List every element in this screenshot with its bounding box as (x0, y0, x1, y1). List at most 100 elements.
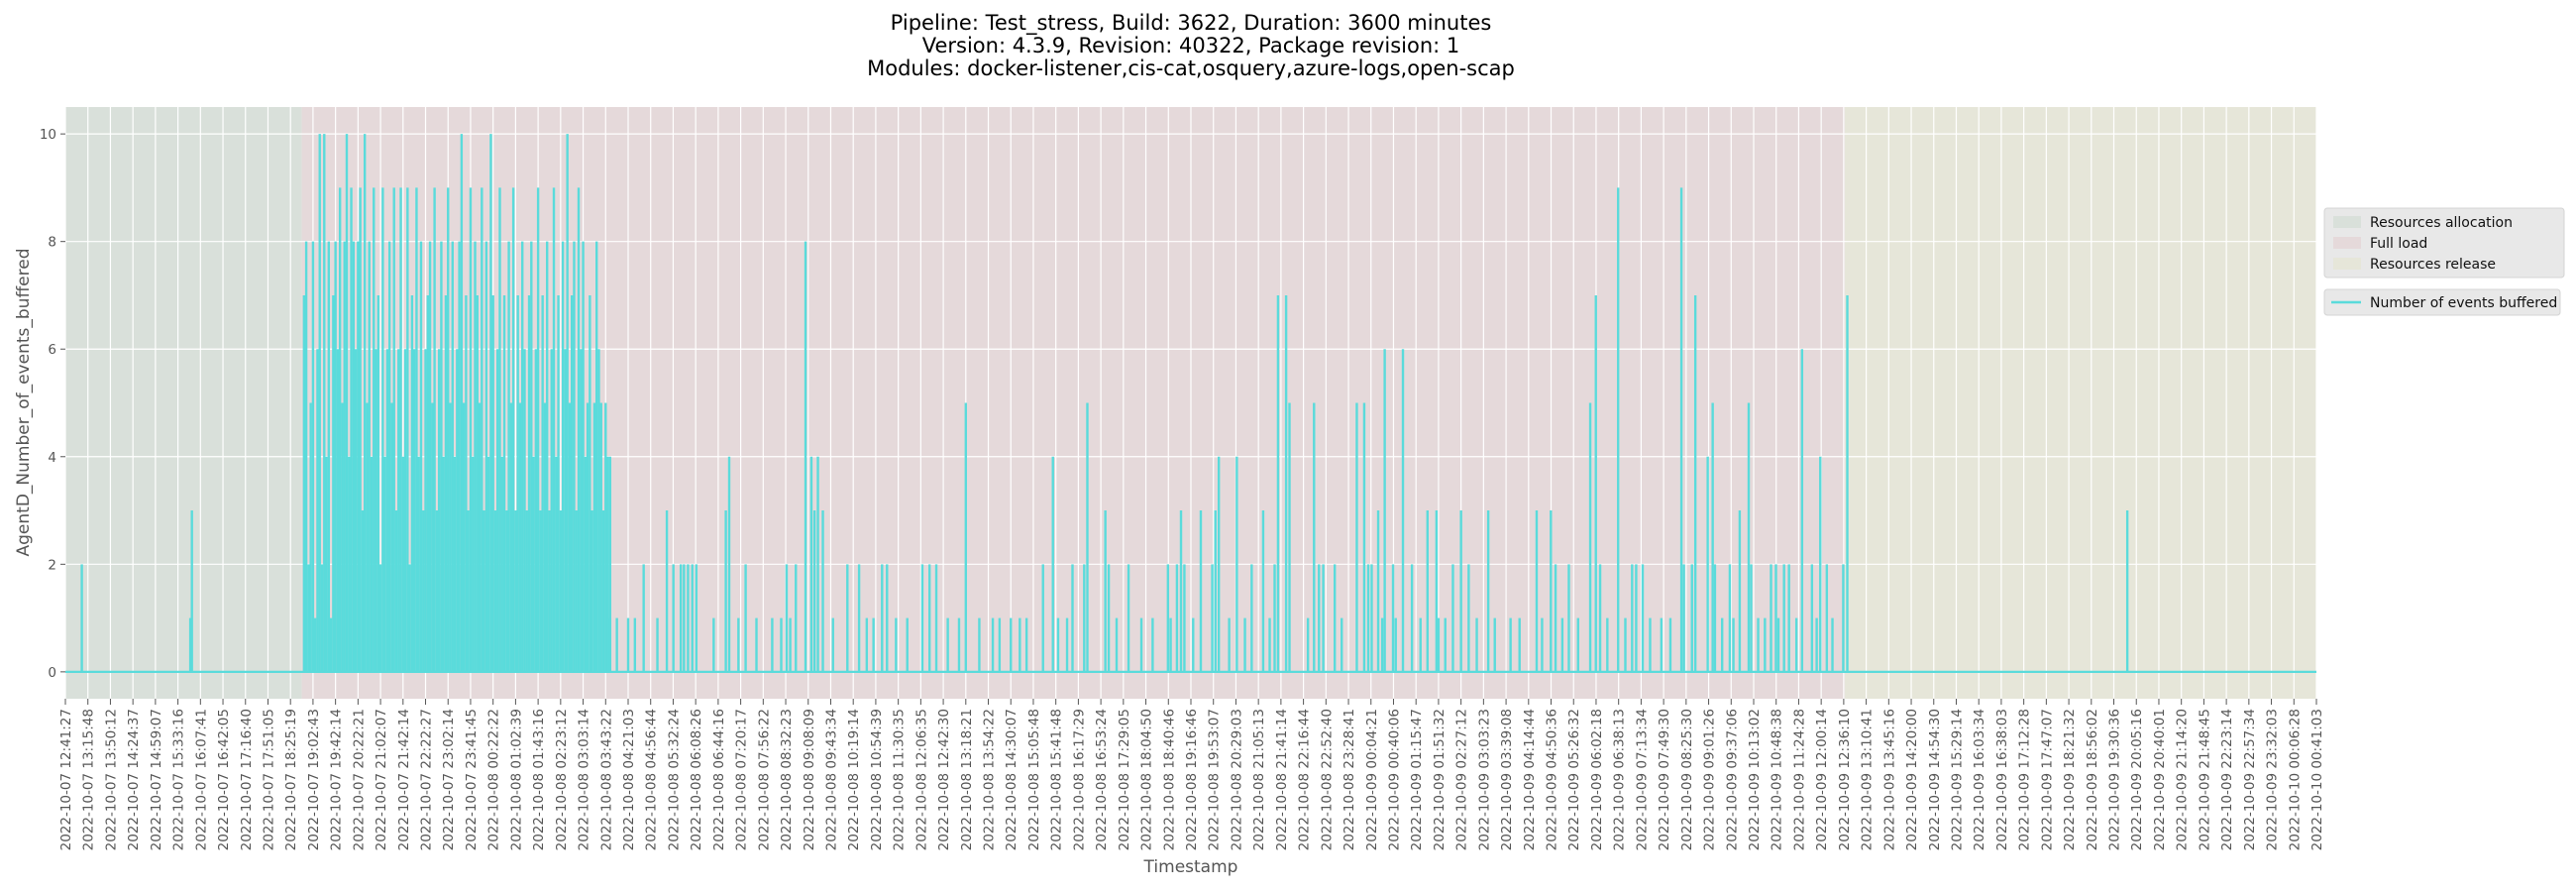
x-tick-label: 2022-10-09 04:14:44 (1522, 709, 1538, 850)
x-tick-label: 2022-10-07 23:02:14 (441, 709, 457, 850)
x-tick-label: 2022-10-09 01:15:47 (1409, 709, 1425, 850)
x-tick-label: 2022-10-09 09:37:06 (1724, 709, 1740, 850)
x-tick-label: 2022-10-09 01:51:32 (1432, 709, 1448, 850)
x-tick-label: 2022-10-07 13:50:12 (103, 709, 119, 850)
y-tick-label: 0 (48, 665, 56, 681)
legend-series: Number of events buffered (2323, 288, 2561, 316)
x-tick-label: 2022-10-08 15:41:48 (1049, 709, 1065, 850)
x-tick-label: 2022-10-07 14:59:07 (149, 709, 164, 850)
series-number-of-events-buffered (65, 134, 2316, 673)
x-tick-label: 2022-10-08 18:40:46 (1161, 709, 1177, 850)
x-tick-label: 2022-10-09 16:38:03 (1994, 709, 2010, 850)
x-tick-label: 2022-10-08 18:04:50 (1139, 709, 1155, 850)
chart-title-line-1: Pipeline: Test_stress, Build: 3622, Dura… (891, 11, 1492, 36)
x-tick-label: 2022-10-08 01:43:16 (531, 709, 547, 850)
y-tick-label: 10 (40, 127, 56, 143)
x-tick-label: 2022-10-08 13:54:22 (982, 709, 998, 850)
x-tick-label: 2022-10-09 18:21:32 (2062, 709, 2078, 850)
x-tick-label: 2022-10-07 23:41:45 (464, 709, 480, 850)
x-tick-label: 2022-10-08 07:20:17 (734, 709, 750, 850)
x-tick-label: 2022-10-09 00:04:21 (1364, 709, 1380, 850)
x-tick-label: 2022-10-08 17:29:05 (1117, 709, 1132, 850)
y-axis-label: AgentD_Number_of_events_buffered (14, 249, 34, 557)
x-tick-label: 2022-10-07 17:16:40 (239, 709, 255, 850)
x-tick-label: 2022-10-09 16:03:34 (1972, 709, 1987, 850)
x-tick-label: 2022-10-09 13:10:41 (1860, 709, 1876, 850)
x-tick-label: 2022-10-09 21:14:20 (2175, 709, 2191, 850)
x-tick-label: 2022-10-09 17:47:07 (2039, 709, 2055, 850)
x-tick-label: 2022-10-07 14:24:37 (126, 709, 142, 850)
x-tick-label: 2022-10-07 20:22:21 (351, 709, 367, 850)
x-tick-label: 2022-10-07 15:33:16 (171, 709, 187, 850)
x-tick-label: 2022-10-07 16:07:41 (193, 709, 209, 850)
x-tick-label: 2022-10-07 21:42:14 (396, 709, 412, 850)
x-tick-label: 2022-10-07 19:02:43 (306, 709, 322, 850)
x-tick-label: 2022-10-09 03:03:23 (1476, 709, 1492, 850)
x-tick-label: 2022-10-09 12:00:14 (1814, 709, 1830, 850)
x-tick-label: 2022-10-09 12:36:10 (1837, 709, 1853, 850)
x-tick-label: 2022-10-07 17:51:05 (261, 709, 276, 850)
x-tick-label: 2022-10-08 12:06:35 (913, 709, 929, 850)
x-tick-label: 2022-10-08 04:21:03 (621, 709, 637, 850)
x-tick-label: 2022-10-08 06:08:26 (689, 709, 704, 850)
legend-label-full-load: Full load (2370, 236, 2427, 252)
x-tick-label: 2022-10-08 03:43:22 (598, 709, 614, 850)
x-tick-label: 2022-10-09 08:25:30 (1679, 709, 1695, 850)
x-tick-label: 2022-10-09 13:45:16 (1881, 709, 1897, 850)
x-tick-label: 2022-10-09 10:13:02 (1747, 709, 1763, 850)
x-tick-label: 2022-10-09 07:49:30 (1657, 709, 1672, 850)
x-tick-label: 2022-10-10 00:06:28 (2287, 709, 2303, 850)
x-tick-label: 2022-10-07 13:15:48 (81, 709, 97, 850)
x-tick-label: 2022-10-09 07:13:34 (1634, 709, 1650, 850)
x-tick-label: 2022-10-09 17:12:28 (2017, 709, 2033, 850)
x-tick-label: 2022-10-09 04:50:36 (1545, 709, 1560, 850)
x-tick-label: 2022-10-08 07:56:22 (756, 709, 772, 850)
x-tick-label: 2022-10-08 19:53:07 (1207, 709, 1223, 850)
x-tick-label: 2022-10-08 13:18:21 (959, 709, 975, 850)
x-tick-label: 2022-10-09 03:39:08 (1499, 709, 1515, 850)
x-tick-label: 2022-10-07 21:02:07 (374, 709, 389, 850)
x-tick-label: 2022-10-08 00:22:22 (486, 709, 502, 850)
x-tick-label: 2022-10-08 03:03:14 (577, 709, 592, 850)
x-axis-ticks: 2022-10-07 12:41:27 2022-10-07 13:15:48 20… (58, 699, 2325, 850)
legend-label-resources-allocation: Resources allocation (2370, 215, 2513, 231)
x-tick-label: 2022-10-08 02:23:12 (554, 709, 570, 850)
x-tick-label: 2022-10-07 18:25:19 (283, 709, 299, 850)
x-tick-label: 2022-10-08 14:30:07 (1004, 709, 1020, 850)
x-tick-label: 2022-10-09 00:40:06 (1386, 709, 1402, 850)
x-tick-label: 2022-10-07 12:41:27 (58, 709, 74, 850)
x-tick-label: 2022-10-08 09:08:09 (802, 709, 817, 850)
x-tick-label: 2022-10-09 10:48:38 (1770, 709, 1785, 850)
x-tick-label: 2022-10-09 06:02:18 (1589, 709, 1605, 850)
x-tick-label: 2022-10-08 21:41:14 (1274, 709, 1290, 850)
x-tick-label: 2022-10-09 14:20:00 (1904, 709, 1920, 850)
legend-swatch-full-load (2333, 237, 2361, 249)
x-tick-label: 2022-10-08 04:56:44 (644, 709, 660, 850)
x-tick-label: 2022-10-09 06:38:13 (1612, 709, 1628, 850)
x-tick-label: 2022-10-08 21:05:13 (1251, 709, 1267, 850)
x-tick-label: 2022-10-08 16:17:29 (1071, 709, 1087, 850)
legend-phases: Resources allocation Full load Resources… (2323, 207, 2565, 279)
x-tick-label: 2022-10-08 05:32:24 (666, 709, 682, 850)
x-tick-label: 2022-10-09 22:57:34 (2242, 709, 2258, 850)
x-tick-label: 2022-10-09 20:05:16 (2129, 709, 2145, 850)
x-tick-label: 2022-10-08 08:32:23 (779, 709, 795, 850)
x-tick-label: 2022-10-08 01:02:39 (508, 709, 524, 850)
y-tick-label: 8 (48, 235, 56, 251)
x-tick-label: 2022-10-08 10:19:14 (846, 709, 862, 850)
x-tick-label: 2022-10-09 11:24:28 (1791, 709, 1807, 850)
x-tick-label: 2022-10-09 02:27:12 (1454, 709, 1470, 850)
x-tick-label: 2022-10-09 15:29:14 (1949, 709, 1965, 850)
legend-swatch-resources-release (2333, 258, 2361, 270)
y-tick-label: 6 (48, 342, 56, 358)
x-tick-label: 2022-10-09 22:23:14 (2219, 709, 2235, 850)
x-tick-label: 2022-10-09 05:26:32 (1566, 709, 1582, 850)
x-tick-label: 2022-10-09 09:01:26 (1702, 709, 1718, 850)
x-tick-label: 2022-10-08 10:54:39 (869, 709, 885, 850)
y-axis-ticks: 0 2 4 6 8 10 (40, 127, 65, 681)
x-tick-label: 2022-10-08 12:42:30 (936, 709, 952, 850)
chart-title-line-3: Modules: docker-listener,cis-cat,osquery… (867, 56, 1515, 80)
x-tick-label: 2022-10-08 16:53:24 (1094, 709, 1110, 850)
x-tick-label: 2022-10-08 06:44:16 (711, 709, 727, 850)
x-axis-label: Timestamp (1143, 857, 1238, 877)
